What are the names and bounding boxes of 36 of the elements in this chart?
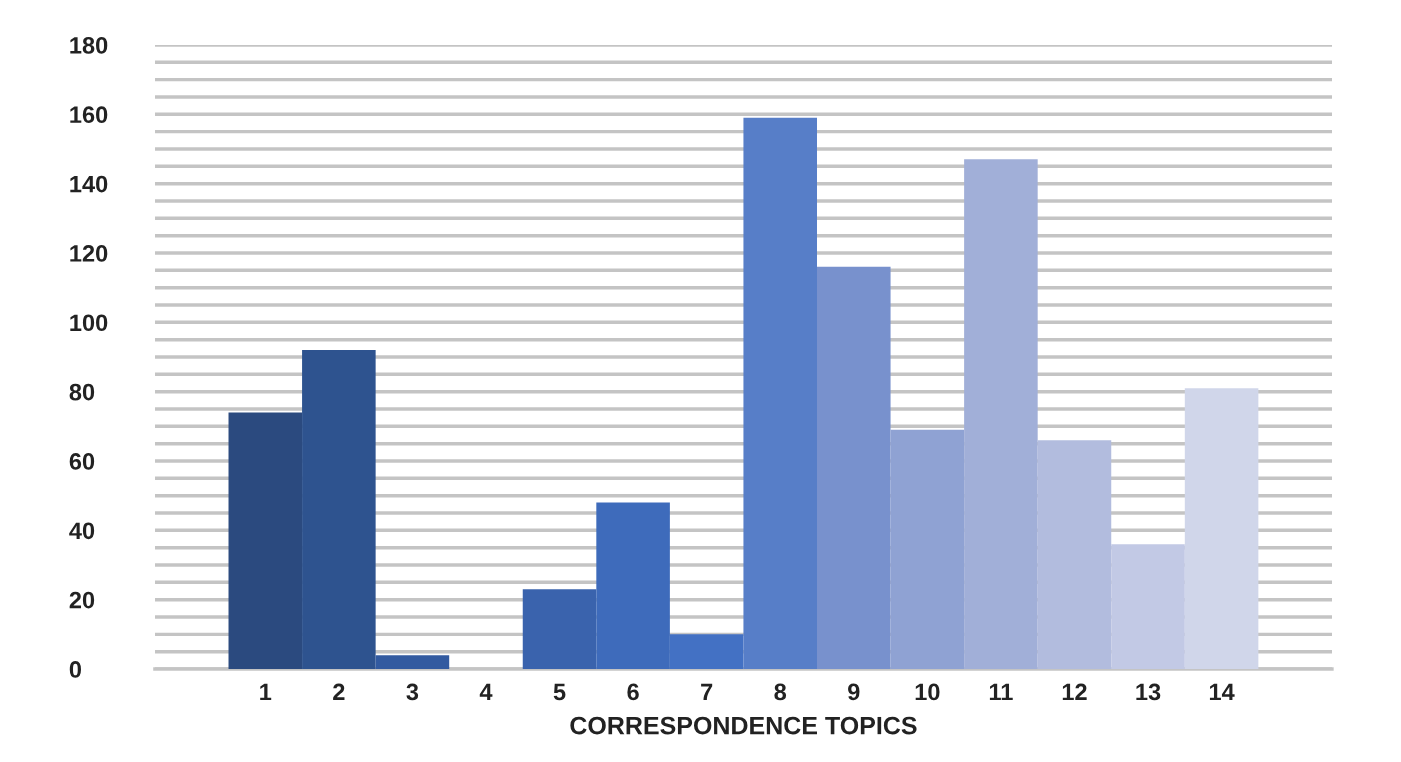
y-tick-label: 0 <box>69 661 81 678</box>
x-tick-label: 3 <box>406 683 419 701</box>
x-tick-label: 2 <box>333 683 345 701</box>
y-tick-label: 160 <box>70 106 108 124</box>
y-tick-label: 140 <box>70 175 108 193</box>
x-tick-label: 12 <box>1062 683 1087 701</box>
x-tick-label: 11 <box>989 683 1013 701</box>
x-tick-label: 6 <box>627 683 639 701</box>
bar <box>522 589 597 670</box>
x-tick-label: 14 <box>1209 683 1235 701</box>
y-tick-label: 60 <box>69 453 95 470</box>
x-axis-title: CORRESPONDENCE TOPICS <box>570 716 917 735</box>
y-tick-label: 40 <box>69 522 95 540</box>
x-tick-label: 13 <box>1136 683 1161 701</box>
y-tick-label: 100 <box>70 314 108 332</box>
x-tick-label: 5 <box>553 683 566 701</box>
bar <box>817 266 891 670</box>
bar <box>890 429 965 670</box>
x-tick-label: 1 <box>260 683 272 701</box>
bar <box>1111 544 1185 670</box>
bar <box>228 412 303 670</box>
y-tick-label: 20 <box>69 591 95 609</box>
y-tick-label: 180 <box>70 37 108 54</box>
x-tick-label: 4 <box>479 683 493 701</box>
y-tick-label: 80 <box>69 383 95 401</box>
x-tick-label: 7 <box>701 683 713 701</box>
bar <box>964 159 1038 670</box>
x-tick-label: 9 <box>848 683 860 701</box>
bar <box>1184 388 1259 670</box>
x-tick-label: 10 <box>915 683 940 701</box>
bar <box>302 350 376 670</box>
y-tick-label: 120 <box>70 245 108 262</box>
bar <box>375 655 450 670</box>
bar <box>743 117 817 670</box>
x-tick-label: 8 <box>774 683 787 701</box>
bar <box>1037 440 1112 670</box>
